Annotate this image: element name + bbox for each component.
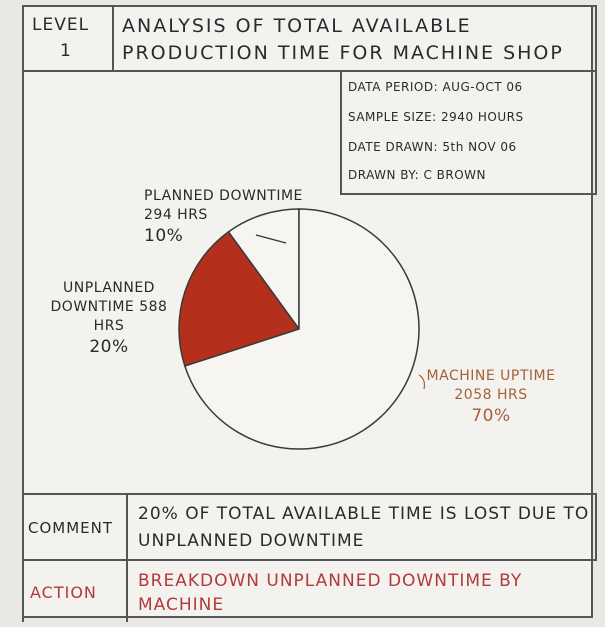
- action-cell: BREAKDOWN UNPLANNED DOWNTIME BY MACHINE: [126, 559, 597, 622]
- action-label-cell: ACTION: [22, 559, 128, 622]
- hours-label: 294 HRS: [144, 207, 208, 223]
- leader-line: [255, 234, 287, 244]
- percent-label: 70%: [471, 406, 511, 426]
- slice-label: UNPLANNED DOWNTIME 588 HRS 20%: [34, 279, 184, 357]
- action-label: ACTION: [30, 583, 97, 602]
- sample-size: SAMPLE SIZE: 2940 HOURS: [348, 110, 524, 124]
- category-name: MACHINE UPTIME: [426, 368, 556, 384]
- level-label: LEVEL: [32, 15, 90, 35]
- percent-label: 20%: [89, 337, 129, 357]
- category-name: PLANNED DOWNTIME: [144, 188, 303, 204]
- pie-slice: [178, 230, 301, 368]
- hours-label: 2058 HRS: [454, 387, 528, 403]
- pie-slice: [183, 208, 420, 450]
- pie-slice: [227, 208, 300, 332]
- comment-label: COMMENT: [28, 519, 114, 537]
- slice-label: PLANNED DOWNTIME 294 HRS 10%: [144, 187, 334, 246]
- category-name: UNPLANNED DOWNTIME: [50, 280, 155, 315]
- hours-label: 588 HRS: [93, 299, 168, 334]
- comment-label-cell: COMMENT: [22, 493, 128, 561]
- percent-label: 10%: [144, 226, 184, 246]
- pie-chart: [178, 208, 426, 450]
- leader-line: [418, 374, 426, 390]
- date-drawn: DATE DRAWN: 5th NOV 06: [348, 140, 517, 154]
- info-box: DATA PERIOD: AUG-OCT 06 SAMPLE SIZE: 294…: [340, 70, 597, 195]
- data-period: DATA PERIOD: AUG-OCT 06: [348, 80, 523, 94]
- drawn-by: DRAWN BY: C BROWN: [348, 168, 487, 182]
- level-number: 1: [60, 41, 72, 61]
- chart-title: ANALYSIS OF TOTAL AVAILABLE PRODUCTION T…: [122, 15, 564, 64]
- comment-cell: 20% OF TOTAL AVAILABLE TIME IS LOST DUE …: [126, 493, 597, 561]
- sheet: LEVEL 1 ANALYSIS OF TOTAL AVAILABLE PROD…: [22, 5, 597, 622]
- slice-label: MACHINE UPTIME 2058 HRS 70%: [416, 367, 566, 426]
- action-text: BREAKDOWN UNPLANNED DOWNTIME BY MACHINE: [138, 571, 523, 615]
- comment-text: 20% OF TOTAL AVAILABLE TIME IS LOST DUE …: [138, 504, 590, 551]
